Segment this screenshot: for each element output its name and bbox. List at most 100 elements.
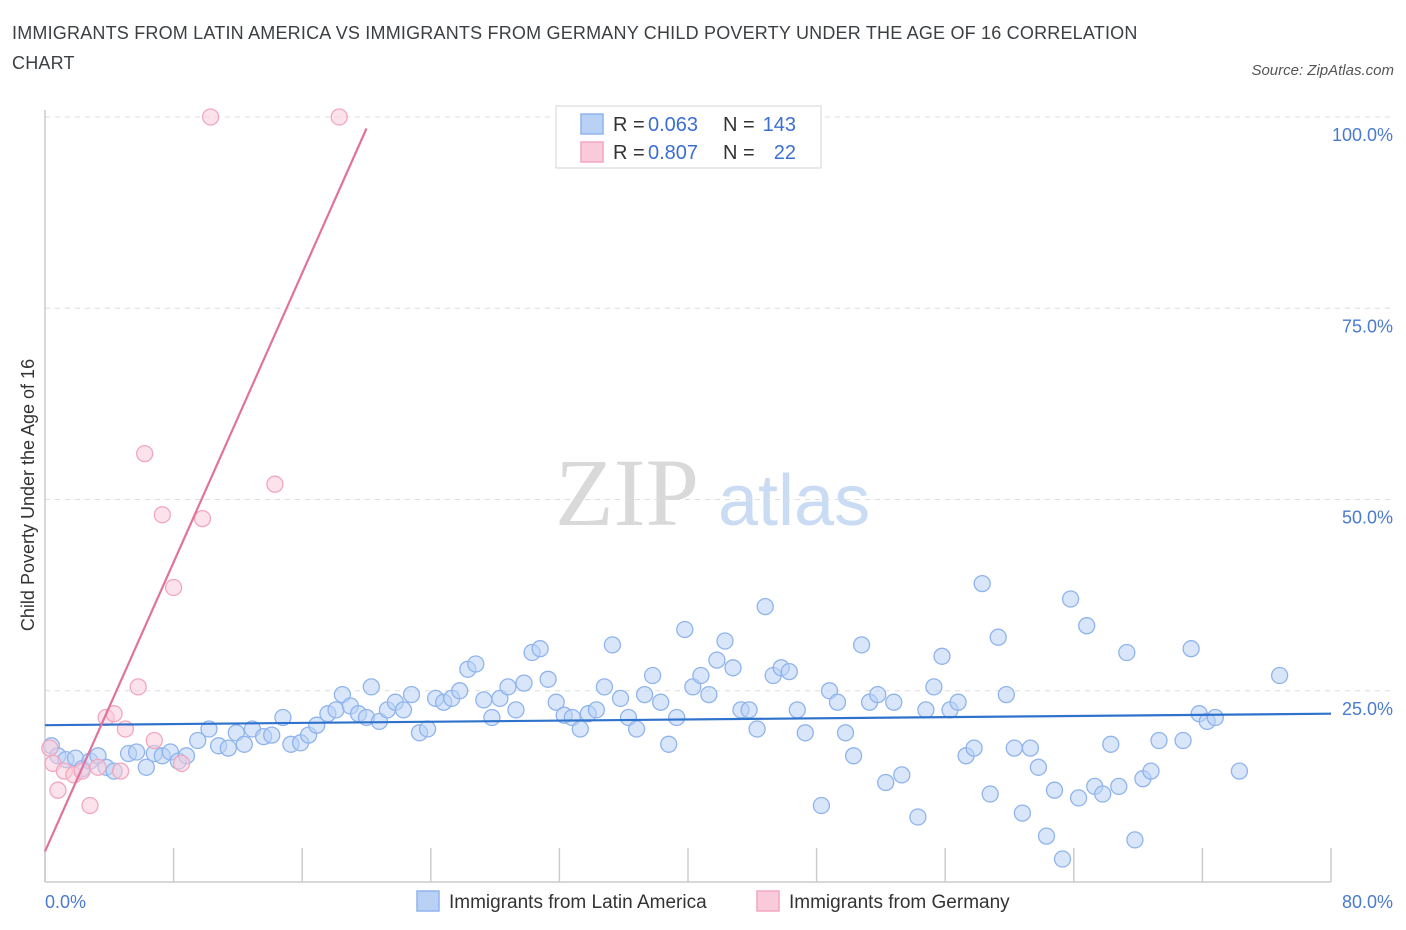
point-latin-america-99 — [869, 685, 887, 704]
legend-r-label-1: R = — [613, 142, 645, 164]
point-latin-america-133 — [1150, 731, 1168, 750]
point-latin-america-11 — [137, 758, 155, 776]
point-latin-america-52 — [483, 708, 501, 727]
trend-lines — [43, 128, 1332, 852]
point-latin-america-129 — [1118, 643, 1136, 662]
legend-r-value-0: 0.063 — [648, 114, 698, 136]
point-latin-america-124 — [1078, 617, 1096, 635]
point-latin-america-71 — [635, 685, 654, 704]
point-latin-america-51 — [475, 691, 493, 709]
point-germany-13 — [145, 731, 163, 750]
point-latin-america-113 — [989, 628, 1007, 646]
point-latin-america-85 — [748, 720, 766, 738]
chart-title: IMMIGRANTS FROM LATIN AMERICA VS IMMIGRA… — [12, 23, 1138, 73]
point-latin-america-96 — [844, 747, 863, 765]
point-latin-america-134 — [1174, 731, 1192, 750]
point-latin-america-17 — [189, 731, 207, 750]
point-germany-0 — [41, 739, 59, 757]
point-latin-america-86 — [756, 597, 774, 616]
point-latin-america-79 — [700, 685, 718, 704]
point-latin-america-81 — [716, 632, 734, 650]
point-latin-america-20 — [219, 739, 237, 757]
stats-legend: R = 0.063 N = 143 R = 0.807 N = 22 — [555, 105, 822, 169]
y-tick-label-75: 75.0% — [1342, 316, 1393, 336]
legend-n-value-0: 143 — [763, 114, 796, 136]
point-latin-america-74 — [660, 735, 678, 753]
series-germany-points — [41, 108, 348, 815]
point-germany-19 — [266, 475, 284, 493]
point-latin-america-128 — [1110, 777, 1128, 796]
point-latin-america-30 — [308, 716, 326, 734]
point-latin-america-55 — [507, 701, 525, 719]
point-latin-america-73 — [652, 693, 670, 711]
point-latin-america-90 — [788, 701, 806, 719]
y-tick-label-25: 25.0% — [1342, 699, 1393, 719]
point-latin-america-48 — [451, 682, 469, 700]
point-latin-america-119 — [1037, 827, 1056, 845]
point-latin-america-89 — [780, 662, 798, 681]
point-germany-14 — [153, 506, 171, 524]
bottom-legend-swatch-germany — [756, 890, 780, 912]
point-latin-america-32 — [327, 701, 345, 719]
legend-swatch-germany — [580, 141, 604, 163]
point-latin-america-37 — [362, 678, 380, 696]
point-latin-america-112 — [981, 785, 999, 803]
point-latin-america-97 — [852, 636, 871, 654]
point-latin-america-54 — [499, 678, 517, 696]
point-latin-america-72 — [643, 666, 662, 685]
point-germany-6 — [81, 796, 99, 815]
point-latin-america-95 — [836, 724, 855, 742]
point-latin-america-44 — [418, 720, 437, 738]
chart-source: Source: ZipAtlas.com — [1251, 62, 1394, 79]
point-latin-america-121 — [1053, 850, 1072, 868]
point-latin-america-127 — [1102, 735, 1120, 753]
point-germany-17 — [193, 509, 212, 528]
point-latin-america-50 — [467, 655, 485, 673]
point-latin-america-140 — [1270, 666, 1289, 685]
point-latin-america-41 — [394, 701, 413, 719]
point-latin-america-78 — [692, 666, 710, 685]
y-tick-label-100: 100.0% — [1332, 125, 1393, 145]
point-germany-18 — [201, 108, 220, 126]
point-germany-11 — [129, 678, 147, 696]
legend-swatch-latin-america — [580, 113, 604, 135]
trend-line-germany — [43, 128, 368, 852]
point-latin-america-103 — [909, 808, 927, 826]
point-latin-america-115 — [1005, 739, 1023, 757]
bottom-legend-label-latin-america: Immigrants from Latin America — [449, 892, 707, 913]
point-latin-america-75 — [668, 708, 686, 727]
point-latin-america-67 — [603, 636, 622, 654]
point-latin-america-10 — [127, 743, 146, 761]
point-latin-america-66 — [595, 678, 614, 696]
point-latin-america-123 — [1069, 789, 1088, 807]
point-latin-america-138 — [1206, 708, 1224, 727]
point-latin-america-80 — [708, 651, 726, 669]
point-latin-america-110 — [965, 739, 983, 757]
point-latin-america-60 — [547, 693, 565, 711]
point-latin-america-84 — [740, 701, 758, 719]
legend-r-label-0: R = — [613, 114, 645, 136]
point-latin-america-70 — [627, 720, 646, 738]
point-latin-america-56 — [515, 674, 533, 692]
point-latin-america-68 — [611, 689, 630, 708]
point-latin-america-117 — [1021, 739, 1040, 757]
point-latin-america-135 — [1182, 640, 1200, 658]
point-latin-america-22 — [235, 735, 253, 753]
point-latin-america-76 — [676, 620, 694, 639]
point-germany-12 — [136, 444, 154, 463]
point-latin-america-122 — [1061, 590, 1080, 608]
x-axis-ticks — [44, 848, 1332, 882]
point-latin-america-106 — [933, 647, 951, 665]
x-tick-label-max: 80.0% — [1342, 892, 1393, 912]
point-latin-america-92 — [812, 796, 831, 815]
point-latin-america-82 — [724, 659, 742, 677]
legend-n-value-1: 22 — [774, 142, 796, 164]
point-latin-america-104 — [917, 701, 935, 719]
bottom-legend-label-germany: Immigrants from Germany — [789, 892, 1010, 913]
watermark-atlas: atlas — [718, 461, 870, 541]
point-germany-21 — [111, 762, 130, 780]
point-latin-america-18 — [200, 720, 218, 738]
legend-n-label-1: N = — [723, 142, 755, 164]
point-latin-america-139 — [1230, 762, 1249, 780]
point-latin-america-111 — [973, 574, 991, 593]
